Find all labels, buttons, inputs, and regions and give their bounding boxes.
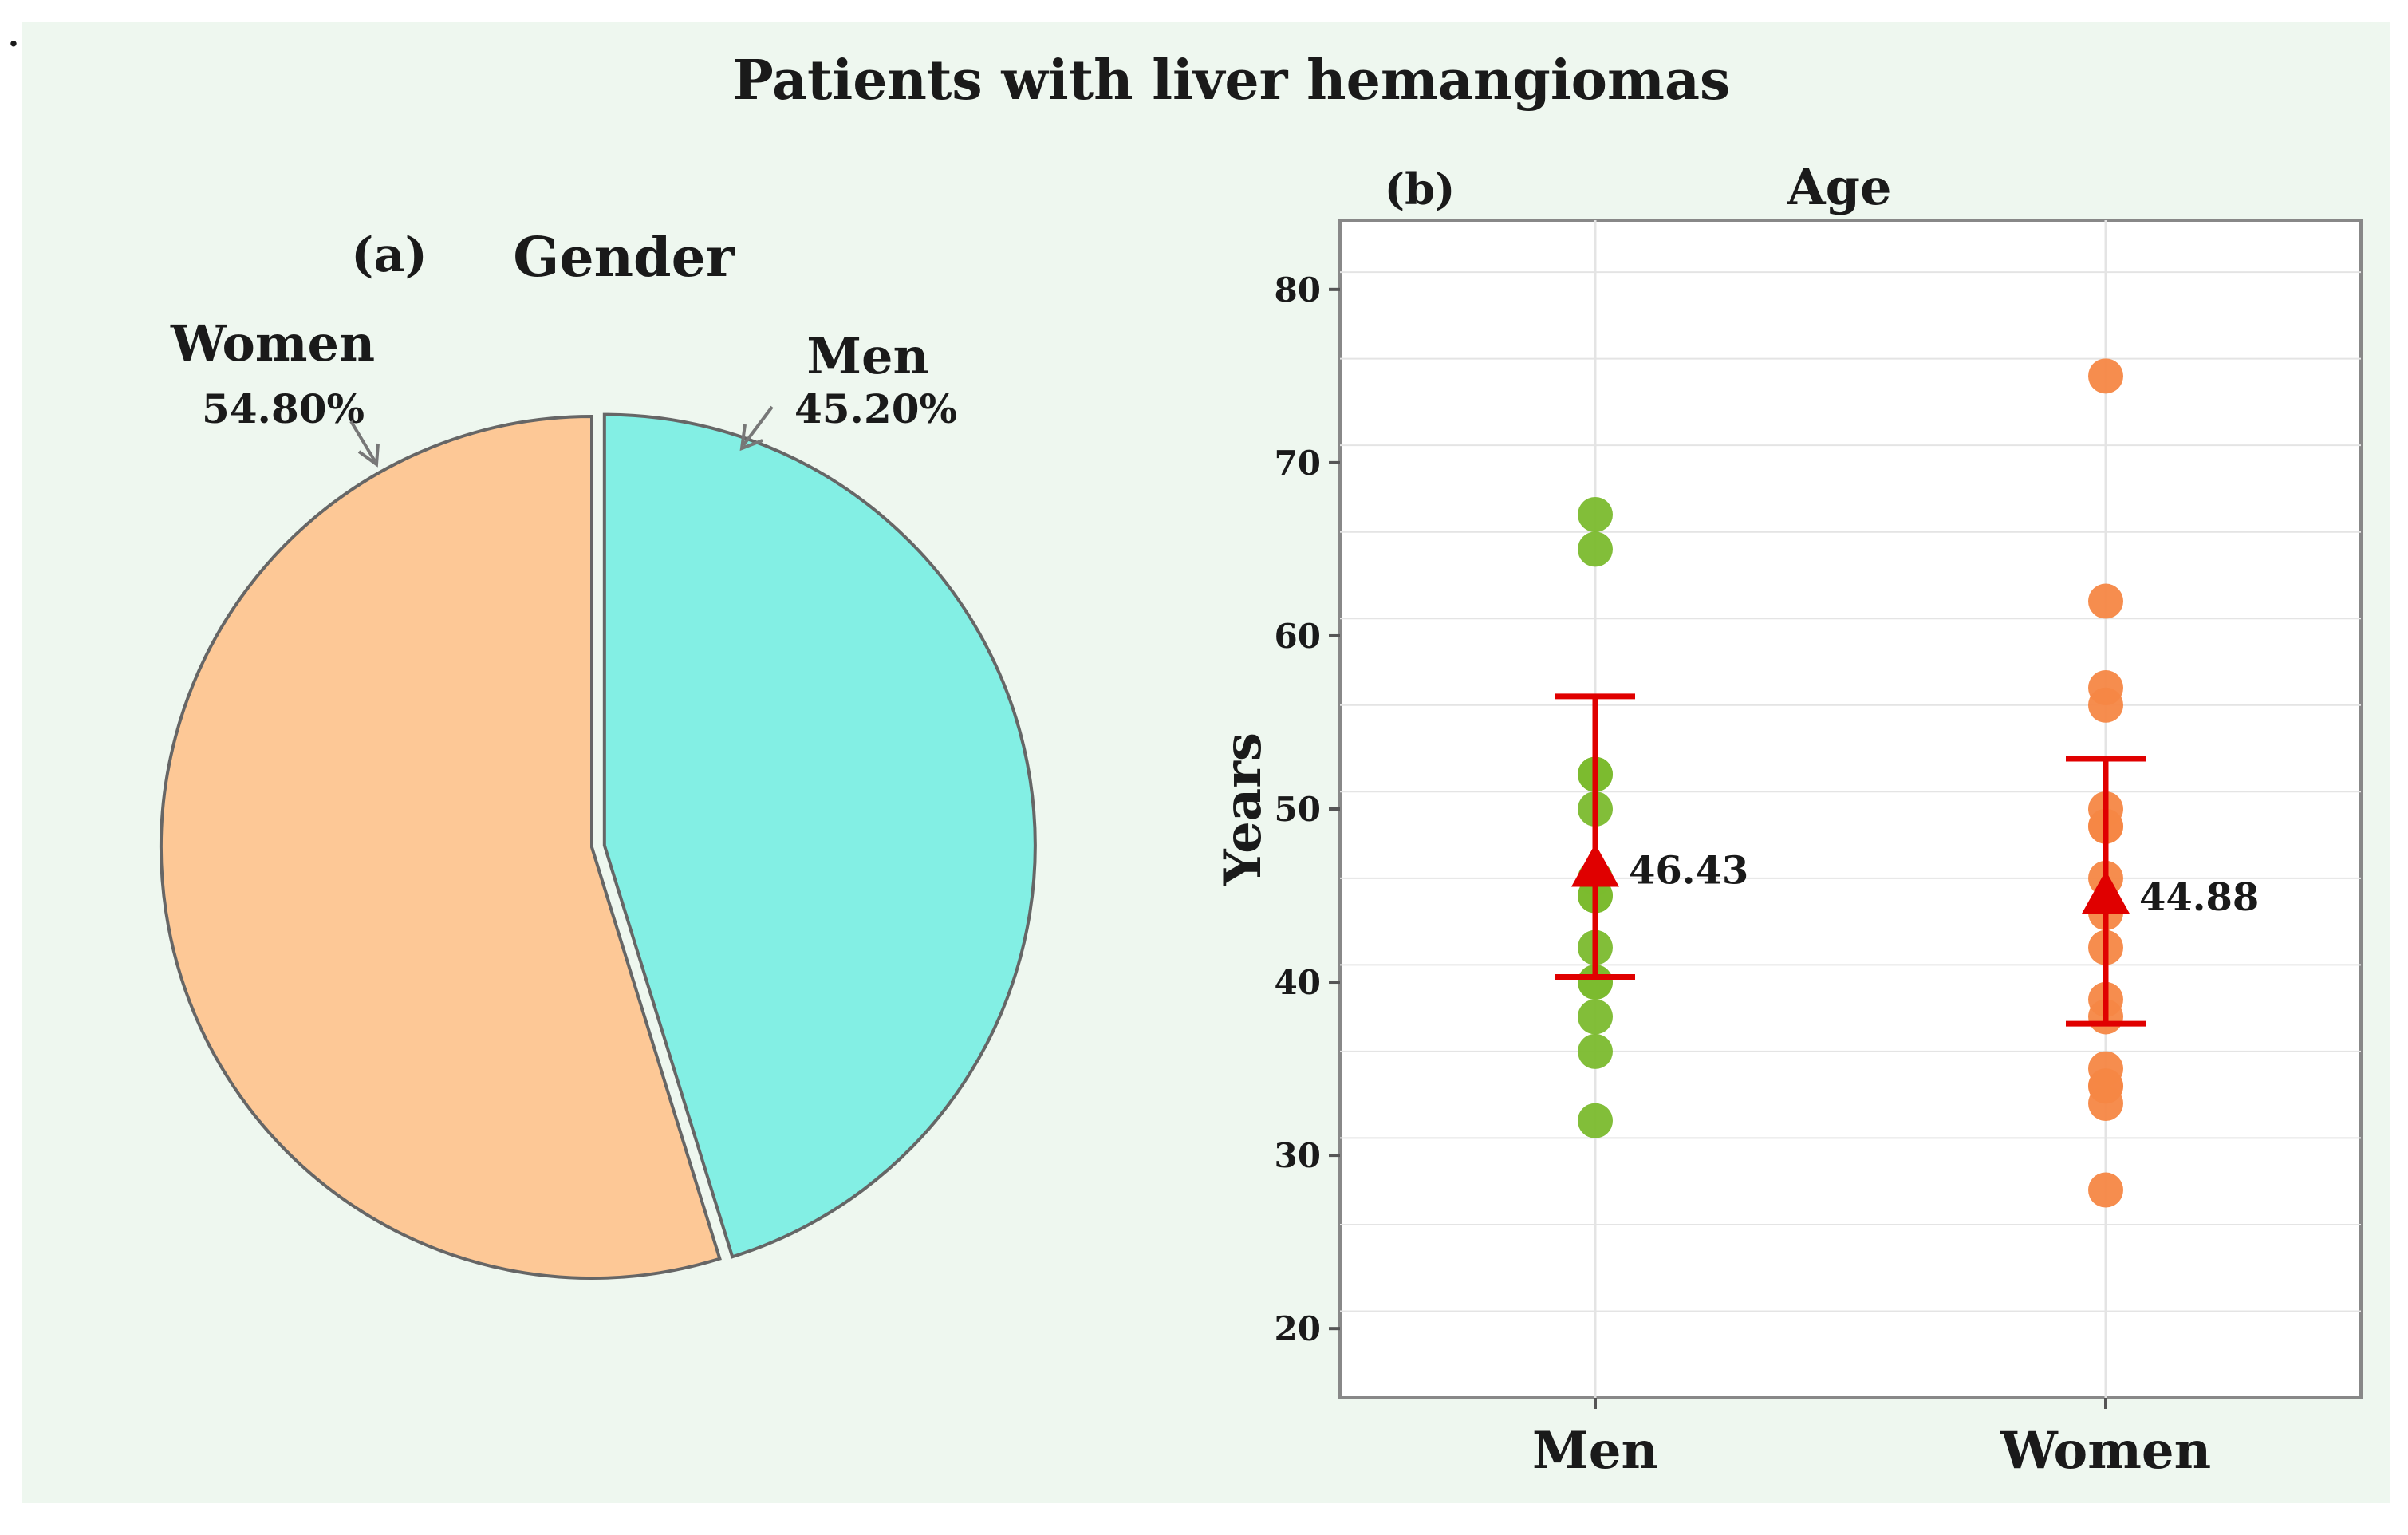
scatter-panel-label: (b) <box>1385 164 1456 215</box>
data-point-women <box>2088 583 2123 619</box>
age-scatter-panel: (b) Age 20 30 40 50 60 70 80 Men Women Years 46… <box>1213 158 2363 1481</box>
pie-panel-label: (a) <box>351 227 428 283</box>
mean-label: 44.88 <box>2139 875 2259 920</box>
y-tick-label: 20 <box>1275 1309 1321 1348</box>
mean-marker <box>1571 843 1619 887</box>
scatter-title: Age <box>1787 158 1892 216</box>
plot-area <box>1338 219 2363 1399</box>
pie-slices <box>160 412 1037 1280</box>
data-point-women <box>2088 1172 2123 1208</box>
mean-markers: 46.43 44.88 <box>1555 693 2259 1027</box>
pie-slice-women <box>160 414 722 1280</box>
y-tick-label: 50 <box>1275 790 1321 829</box>
data-point-women <box>2088 358 2123 394</box>
x-tick-label: Men <box>1532 1421 1658 1481</box>
x-tick-label: Women <box>2000 1421 2211 1481</box>
figure-title: Patients with liver hemangiomas <box>733 49 1731 112</box>
y-tick-label: 70 <box>1275 444 1321 483</box>
pie-value-men: 45.20% <box>794 385 957 432</box>
gender-pie-panel: (a) Gender Women 54.80% Men 45.20% <box>160 226 1037 1280</box>
data-point-men <box>1578 999 1613 1035</box>
y-tick-label: 40 <box>1275 963 1321 1002</box>
mean-marker <box>2082 870 2130 914</box>
pie-label-men: Men <box>806 327 928 385</box>
corner-mark: . <box>8 17 19 54</box>
data-point-men <box>1578 1103 1613 1138</box>
pie-title: Gender <box>513 226 735 290</box>
data-point-women <box>2088 1086 2123 1121</box>
pie-value-women: 54.80% <box>202 385 365 432</box>
y-tick-label: 60 <box>1275 617 1321 656</box>
data-point-men <box>1578 1033 1613 1069</box>
pie-label-women: Women <box>170 314 375 373</box>
data-point-men <box>1578 497 1613 532</box>
mean-label: 46.43 <box>1629 848 1748 893</box>
y-axis-ticks: 20 30 40 50 60 70 80 <box>1275 270 1340 1348</box>
y-tick-label: 30 <box>1275 1136 1321 1175</box>
data-point-women <box>2088 687 2123 723</box>
y-tick-label: 80 <box>1275 270 1321 310</box>
x-axis-ticks: Men Women <box>1532 1398 2211 1481</box>
pie-arrow-men <box>739 405 774 452</box>
pie-slice-men <box>602 412 1037 1259</box>
data-point-men <box>1578 531 1613 567</box>
pie-arrow-women <box>349 420 380 468</box>
data-point-men <box>1578 965 1613 1000</box>
y-axis-label: Years <box>1213 732 1273 886</box>
